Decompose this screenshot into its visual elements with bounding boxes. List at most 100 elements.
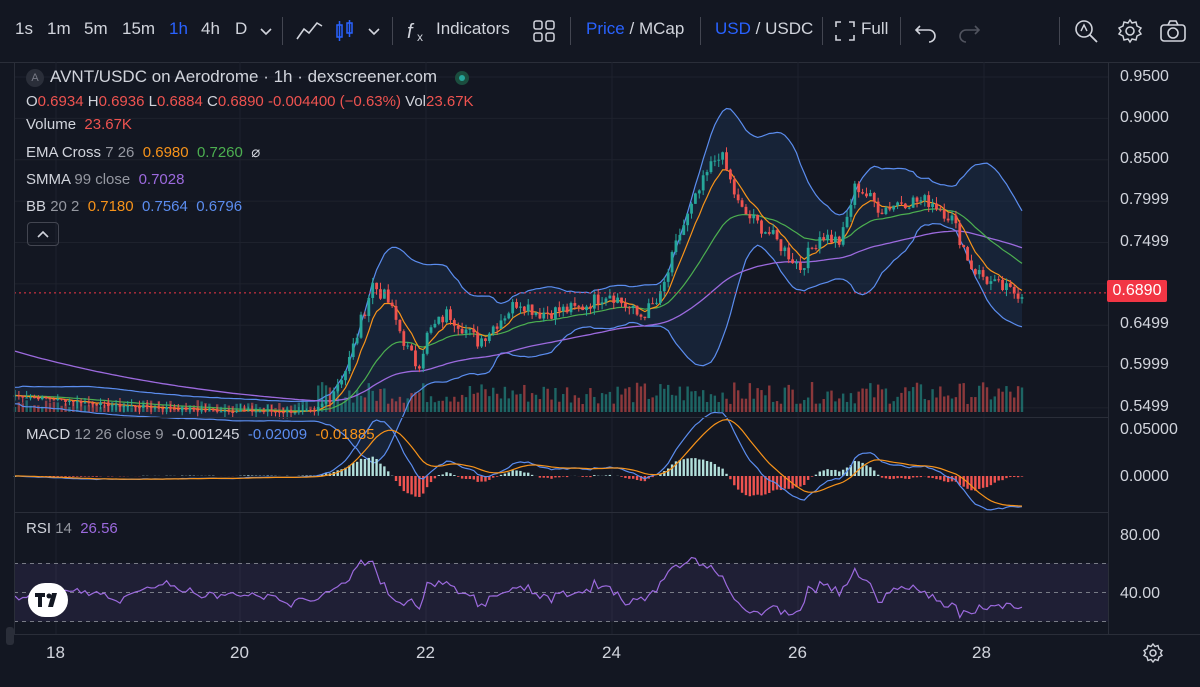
candle-body	[204, 409, 207, 411]
volume-bar	[841, 393, 845, 412]
macd-histogram-bar	[589, 476, 592, 478]
undo-icon[interactable]	[912, 17, 940, 45]
interval-1h[interactable]: 1h	[169, 19, 188, 38]
candle-body	[717, 159, 721, 161]
macd-histogram-bar	[985, 476, 989, 488]
candle-body	[830, 234, 833, 243]
rsi-legend[interactable]: RSI 14 26.56	[26, 520, 118, 537]
candle-body	[503, 318, 507, 321]
mcap-option[interactable]: MCap	[638, 19, 685, 38]
collapse-legend-button[interactable]	[27, 222, 59, 246]
macd-histogram-bar	[468, 476, 472, 479]
volume-bar	[624, 388, 627, 412]
price-mcap-toggle[interactable]: Price / MCap	[586, 19, 684, 39]
chart-canvas[interactable]	[0, 62, 1200, 687]
candle-body	[460, 328, 464, 334]
volume-bar	[33, 405, 36, 412]
settings-gear-icon[interactable]	[1142, 642, 1164, 664]
volume-bar	[383, 388, 386, 412]
volume-bar	[546, 388, 549, 412]
candle-body	[612, 295, 616, 303]
macd-histogram-bar	[888, 476, 892, 480]
pane-divider-macd[interactable]	[14, 417, 1108, 418]
candle-body	[868, 192, 872, 197]
camera-screenshot-icon[interactable]	[1159, 17, 1187, 45]
layout-grid-icon[interactable]	[530, 17, 558, 45]
ema-legend[interactable]: EMA Cross 7 26 0.6980 0.7260 ⌀	[26, 143, 260, 161]
volume-bar	[616, 386, 619, 412]
candle-body	[814, 248, 818, 250]
symbol-title-row: A AVNT/USDC on Aerodrome · 1h · dexscreen…	[26, 67, 470, 88]
macd-histogram-bar	[352, 462, 355, 476]
candle-body	[585, 306, 588, 311]
volume-bar	[534, 394, 538, 412]
candle-body	[425, 332, 429, 354]
candles-icon[interactable]	[331, 17, 359, 45]
interval-4h[interactable]: 4h	[201, 19, 220, 38]
candle-body	[515, 302, 518, 308]
volume-bar	[91, 403, 94, 412]
candle-body	[554, 307, 557, 319]
interval-chevron-down-icon[interactable]	[256, 19, 276, 43]
candle-body	[678, 234, 682, 241]
volume-bar	[495, 393, 499, 412]
settings-gear-icon[interactable]	[1116, 17, 1144, 45]
volume-legend[interactable]: Volume 23.67K	[26, 116, 132, 133]
interval-5m[interactable]: 5m	[84, 19, 108, 38]
interval-1s[interactable]: 1s	[15, 19, 33, 38]
volume-bar	[873, 397, 876, 412]
symbol-title[interactable]: AVNT/USDC on Aerodrome · 1h · dexscreene…	[50, 67, 438, 86]
macd-histogram-bar	[433, 476, 437, 479]
volume-bar	[857, 391, 860, 412]
redo-icon[interactable]	[955, 17, 983, 45]
volume-bar	[908, 391, 911, 412]
candle-body	[208, 409, 211, 411]
candle-body	[449, 309, 452, 321]
candle-body	[145, 405, 149, 408]
volume-bar	[978, 385, 981, 412]
interval-1m[interactable]: 1m	[47, 19, 71, 38]
volume-bar	[628, 387, 631, 412]
macd-histogram-bar	[783, 476, 787, 489]
volume-bar	[861, 388, 864, 412]
candle-body	[938, 209, 942, 211]
macd-histogram-bar	[418, 476, 421, 498]
candle-body	[581, 306, 585, 311]
currency-toggle[interactable]: USD / USDC	[715, 19, 813, 39]
usdc-option[interactable]: USDC	[765, 19, 814, 38]
macd-histogram-bar	[422, 476, 425, 494]
candle-body	[989, 281, 993, 284]
macd-histogram-bar	[371, 456, 374, 476]
scroll-left-handle[interactable]	[6, 627, 14, 645]
svg-text:f: f	[407, 21, 415, 43]
macd-histogram-bar	[52, 476, 56, 477]
volume-bar	[569, 402, 573, 412]
smma-legend[interactable]: SMMA 99 close 0.7028	[26, 171, 184, 188]
left-border	[14, 62, 15, 634]
volume-bar	[1020, 387, 1024, 412]
hidden-icon[interactable]: ⌀	[251, 144, 261, 161]
volume-bar	[293, 404, 297, 412]
interval-d[interactable]: D	[235, 19, 248, 38]
usd-option[interactable]: USD	[715, 19, 751, 38]
volume-bar	[422, 383, 425, 412]
quick-search-icon[interactable]	[1072, 17, 1100, 45]
fullscreen-icon[interactable]	[834, 19, 856, 43]
interval-15m[interactable]: 15m	[122, 19, 156, 38]
candle-body	[355, 337, 359, 344]
volume-bar	[196, 400, 199, 412]
pane-divider-rsi[interactable]	[14, 512, 1108, 513]
volume-bar	[309, 406, 312, 412]
indicators-button[interactable]: Indicators	[436, 19, 510, 38]
chart-type-chevron-icon[interactable]	[364, 19, 384, 43]
full-button[interactable]: Full	[861, 19, 889, 38]
volume-bar	[830, 390, 833, 412]
macd-legend[interactable]: MACD 12 26 close 9 -0.001245 -0.02009 -0…	[26, 426, 375, 443]
line-chart-icon[interactable]	[295, 17, 323, 45]
candle-body	[40, 396, 44, 400]
tradingview-logo[interactable]	[28, 583, 68, 617]
bb-legend[interactable]: BB 20 2 0.7180 0.7564 0.6796	[26, 198, 242, 215]
price-option[interactable]: Price	[586, 19, 625, 38]
volume-bar	[348, 390, 351, 412]
